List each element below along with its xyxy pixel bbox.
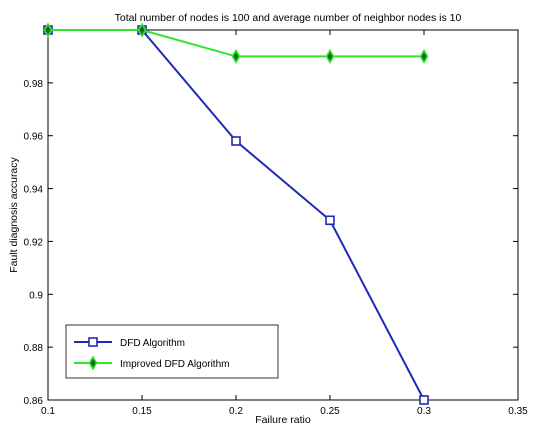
legend-swatch-marker: [88, 355, 98, 371]
data-point: [325, 48, 335, 65]
y-tick-label: 0.94: [24, 185, 44, 196]
y-tick-label: 0.96: [24, 132, 44, 143]
legend-label: Improved DFD Algorithm: [120, 359, 229, 370]
data-point: [325, 215, 335, 226]
data-point: [419, 395, 429, 405]
x-axis-label: Failure ratio: [255, 414, 311, 426]
y-tick-label: 0.86: [24, 396, 44, 407]
legend: DFD Algorithm Improved DFD Algorithm: [65, 324, 279, 379]
y-axis: 0.86 0.88 0.9 0.92 0.94 0.96 0.98: [24, 79, 518, 407]
y-tick-label: 0.9: [29, 290, 43, 301]
x-tick-label: 0.15: [132, 406, 152, 417]
x-tick-label: 0.2: [229, 406, 243, 417]
y-axis-label: Fault diagnosis accuracy: [8, 156, 20, 272]
data-point: [231, 48, 241, 65]
series-improved-dfd: [43, 22, 429, 65]
y-tick-label: 0.92: [24, 237, 44, 248]
y-tick-label: 0.98: [24, 79, 44, 90]
x-tick-label: 0.25: [320, 406, 340, 417]
legend-swatch-marker: [88, 337, 98, 347]
data-point: [419, 48, 429, 65]
series-layer: [43, 22, 429, 405]
chart-title: Total number of nodes is 100 and average…: [115, 12, 462, 24]
data-point: [231, 136, 241, 146]
y-tick-label: 0.88: [24, 343, 44, 354]
legend-box: [65, 324, 279, 379]
x-tick-label: 0.35: [508, 406, 528, 417]
data-point: [137, 22, 147, 38]
legend-label: DFD Algorithm: [120, 338, 185, 349]
x-tick-label: 0.1: [41, 406, 55, 417]
x-tick-label: 0.3: [417, 406, 431, 417]
data-point: [43, 22, 53, 38]
